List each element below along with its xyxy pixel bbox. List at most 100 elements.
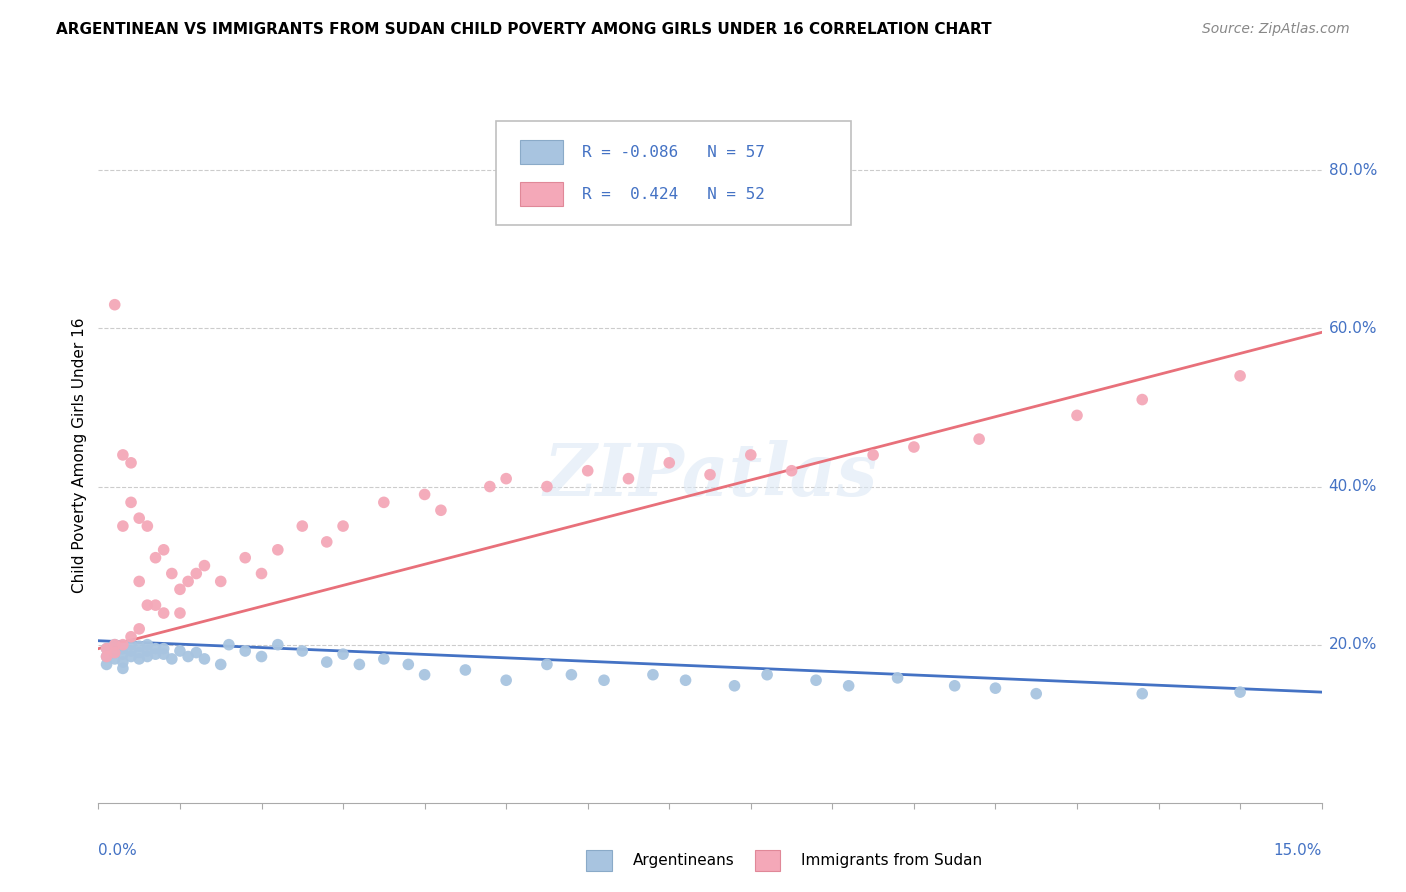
Text: ARGENTINEAN VS IMMIGRANTS FROM SUDAN CHILD POVERTY AMONG GIRLS UNDER 16 CORRELAT: ARGENTINEAN VS IMMIGRANTS FROM SUDAN CHI… bbox=[56, 22, 991, 37]
Point bbox=[96, 657, 118, 672]
Point bbox=[136, 649, 159, 664]
Point bbox=[209, 574, 232, 589]
Point bbox=[478, 479, 501, 493]
Text: Argentineans: Argentineans bbox=[633, 854, 734, 868]
Point bbox=[536, 479, 558, 493]
Point bbox=[1229, 368, 1251, 383]
Point bbox=[136, 644, 159, 658]
Point bbox=[536, 657, 558, 672]
Point bbox=[454, 663, 477, 677]
Point bbox=[413, 487, 436, 501]
Bar bbox=[520, 182, 564, 206]
Point bbox=[943, 679, 966, 693]
Point bbox=[128, 639, 150, 653]
Point bbox=[641, 667, 664, 681]
Point bbox=[152, 606, 174, 620]
Point bbox=[560, 667, 582, 681]
Point bbox=[96, 641, 118, 656]
Point bbox=[111, 647, 134, 661]
Point bbox=[430, 503, 453, 517]
Point bbox=[177, 649, 200, 664]
Point bbox=[862, 448, 884, 462]
Point bbox=[111, 638, 134, 652]
Point bbox=[120, 456, 142, 470]
Point bbox=[396, 657, 419, 672]
Point bbox=[332, 647, 354, 661]
Point bbox=[740, 448, 762, 462]
Point bbox=[495, 472, 517, 486]
Text: 80.0%: 80.0% bbox=[1329, 163, 1376, 178]
Point bbox=[1130, 687, 1153, 701]
Point bbox=[804, 673, 827, 688]
Point bbox=[152, 542, 174, 557]
Point bbox=[120, 638, 142, 652]
Point bbox=[1229, 685, 1251, 699]
Point bbox=[699, 467, 721, 482]
Point bbox=[903, 440, 925, 454]
Point bbox=[967, 432, 990, 446]
Point bbox=[104, 638, 127, 652]
Point bbox=[658, 456, 681, 470]
Point bbox=[104, 646, 127, 660]
Point bbox=[984, 681, 1007, 695]
Point bbox=[1130, 392, 1153, 407]
Point bbox=[104, 298, 127, 312]
Point bbox=[128, 574, 150, 589]
Point bbox=[250, 649, 273, 664]
Point bbox=[152, 647, 174, 661]
Point bbox=[1066, 409, 1088, 423]
Text: R =  0.424   N = 52: R = 0.424 N = 52 bbox=[582, 186, 765, 202]
Point bbox=[218, 638, 240, 652]
Point bbox=[315, 655, 337, 669]
Point bbox=[186, 566, 208, 581]
Point bbox=[373, 495, 395, 509]
Text: ZIPatlas: ZIPatlas bbox=[543, 441, 877, 511]
Point bbox=[136, 638, 159, 652]
Point bbox=[136, 598, 159, 612]
Point bbox=[723, 679, 745, 693]
Point bbox=[413, 667, 436, 681]
Point bbox=[104, 646, 127, 660]
Point bbox=[111, 641, 134, 656]
Point bbox=[96, 649, 118, 664]
Point bbox=[250, 566, 273, 581]
Point bbox=[145, 641, 167, 656]
Text: R = -0.086   N = 57: R = -0.086 N = 57 bbox=[582, 145, 765, 160]
Point bbox=[177, 574, 200, 589]
Point bbox=[209, 657, 232, 672]
Point bbox=[111, 661, 134, 675]
Bar bbox=[520, 140, 564, 164]
Point bbox=[169, 582, 191, 597]
Point bbox=[291, 644, 314, 658]
Point bbox=[373, 652, 395, 666]
FancyBboxPatch shape bbox=[496, 121, 851, 226]
Point bbox=[675, 673, 697, 688]
Point bbox=[756, 667, 779, 681]
Point bbox=[128, 646, 150, 660]
Point bbox=[576, 464, 599, 478]
Point bbox=[128, 511, 150, 525]
Text: 60.0%: 60.0% bbox=[1329, 321, 1376, 336]
Point bbox=[291, 519, 314, 533]
Point bbox=[495, 673, 517, 688]
Point bbox=[145, 550, 167, 565]
Point bbox=[152, 641, 174, 656]
Point bbox=[128, 652, 150, 666]
Point bbox=[349, 657, 371, 672]
Point bbox=[267, 542, 290, 557]
Text: 0.0%: 0.0% bbox=[98, 843, 138, 858]
Text: 40.0%: 40.0% bbox=[1329, 479, 1376, 494]
Point bbox=[111, 655, 134, 669]
Point bbox=[169, 606, 191, 620]
Point bbox=[233, 550, 256, 565]
Point bbox=[267, 638, 290, 652]
Y-axis label: Child Poverty Among Girls Under 16: Child Poverty Among Girls Under 16 bbox=[72, 318, 87, 592]
Point bbox=[145, 647, 167, 661]
Text: Source: ZipAtlas.com: Source: ZipAtlas.com bbox=[1202, 22, 1350, 37]
Point bbox=[186, 646, 208, 660]
Point bbox=[128, 622, 150, 636]
Point bbox=[886, 671, 908, 685]
Point bbox=[193, 652, 215, 666]
Text: Immigrants from Sudan: Immigrants from Sudan bbox=[801, 854, 983, 868]
Point bbox=[821, 163, 844, 178]
